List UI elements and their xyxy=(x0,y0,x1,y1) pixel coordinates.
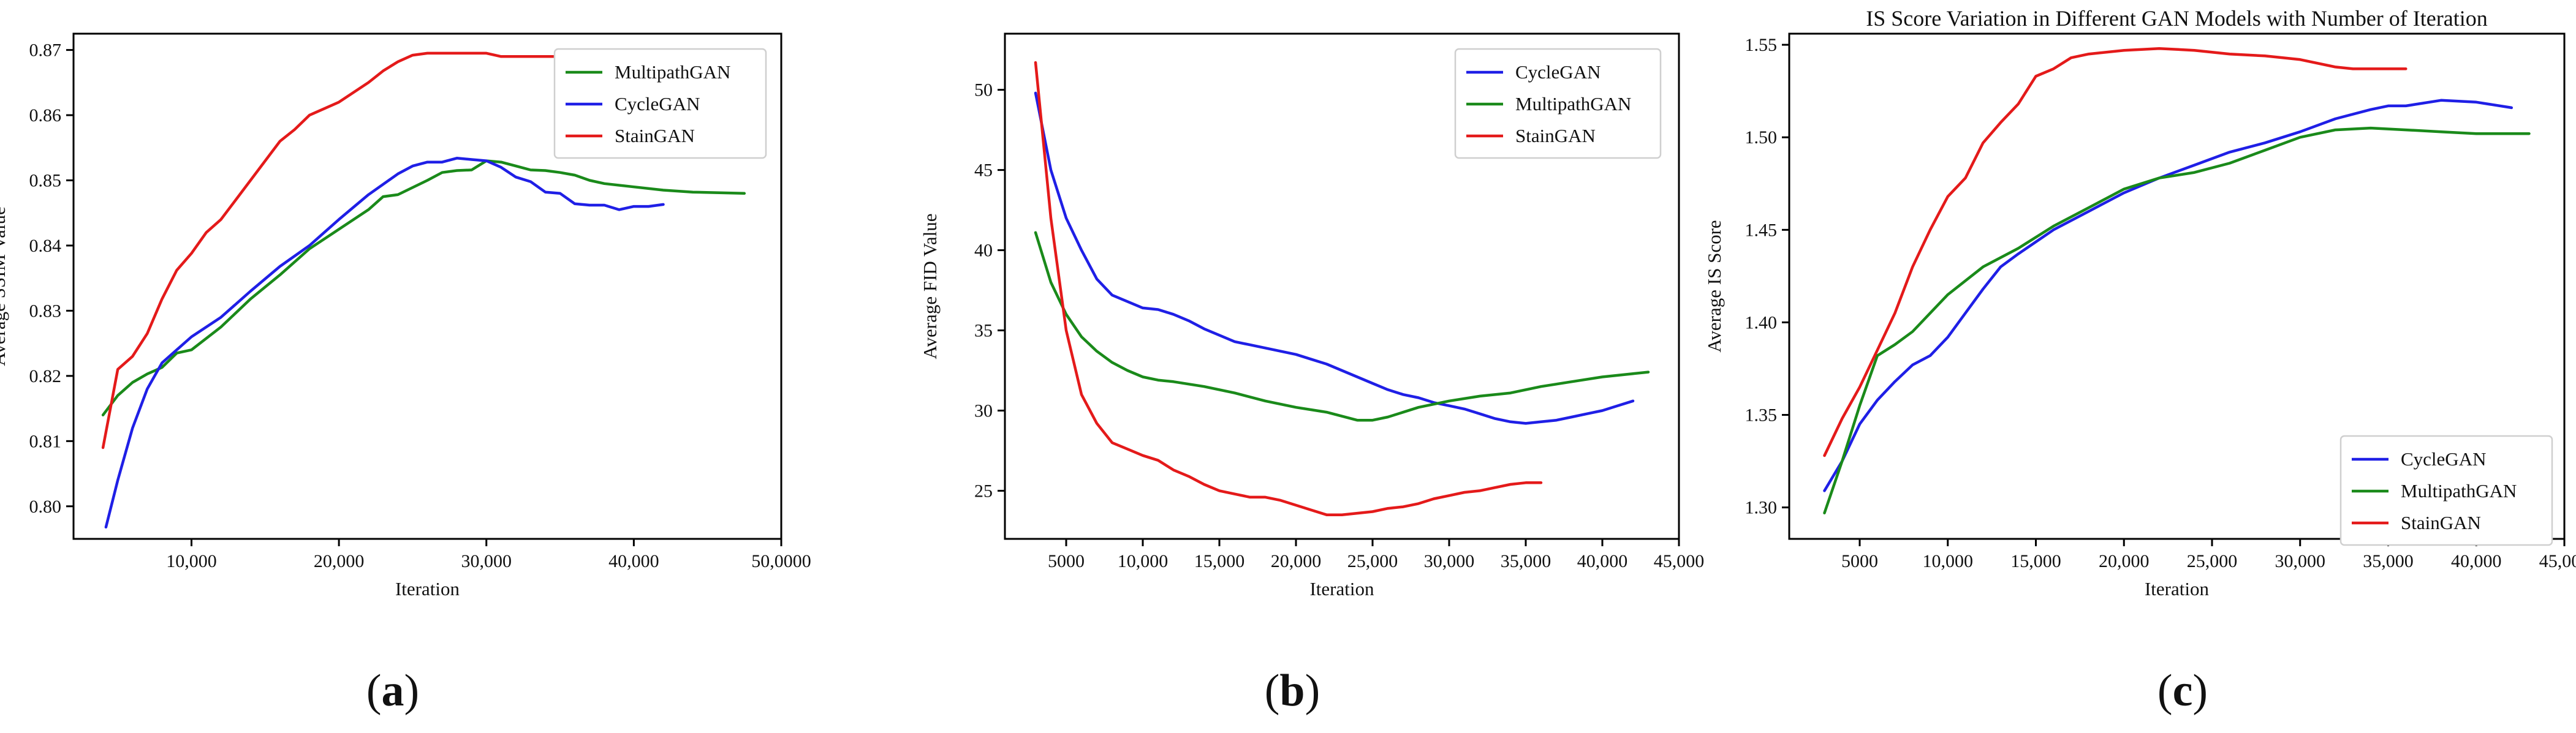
series-line-staingan xyxy=(101,51,591,449)
panel-label: (c) xyxy=(2157,666,2208,716)
y-tick-label: 50 xyxy=(974,80,993,100)
series-line-staingan xyxy=(1034,61,1543,516)
y-tick-label: 30 xyxy=(974,400,993,421)
x-tick-label: 10,000 xyxy=(166,551,217,571)
chart-title: IS Score Variation in Different GAN Mode… xyxy=(1866,6,2487,31)
legend-entry: CycleGAN xyxy=(615,93,700,115)
y-tick-label: 0.86 xyxy=(29,105,62,126)
legend: CycleGAN MultipathGAN StainGAN xyxy=(1454,48,1662,159)
x-tick-label: 40,000 xyxy=(1577,551,1628,571)
x-tick-label: 40,000 xyxy=(2451,551,2502,571)
legend-entry: StainGAN xyxy=(615,125,695,146)
x-tick-label: 20,000 xyxy=(314,551,365,571)
legend-entry: MultipathGAN xyxy=(615,61,730,83)
legend-entry: StainGAN xyxy=(2401,512,2481,533)
legend: CycleGAN MultipathGAN StainGAN xyxy=(2339,435,2553,546)
x-tick-label: 45,000 xyxy=(1654,551,1705,571)
x-tick-label: 10,000 xyxy=(1118,551,1169,571)
series-line-multipathgan xyxy=(1823,126,2531,514)
legend-entry: CycleGAN xyxy=(1515,61,1601,83)
legend-entry: CycleGAN xyxy=(2401,448,2486,470)
y-tick-label: 1.35 xyxy=(1745,405,1778,426)
x-tick-label: 25,000 xyxy=(1347,551,1398,571)
y-tick-label: 25 xyxy=(974,481,993,501)
x-tick-label: 30,000 xyxy=(2275,551,2326,571)
series-line-cyclegan xyxy=(1034,91,1635,425)
series-line-multipathgan xyxy=(101,159,746,416)
y-tick-label: 0.81 xyxy=(29,431,62,451)
y-tick-label: 40 xyxy=(974,241,993,261)
y-axis-title: Average FID Value xyxy=(919,213,941,359)
x-axis-title: Iteration xyxy=(1309,578,1374,600)
panel-label: (b) xyxy=(1265,666,1320,716)
x-tick-label: 40,000 xyxy=(608,551,659,571)
x-tick-label: 5000 xyxy=(1841,551,1878,571)
legend-entry: MultipathGAN xyxy=(1515,93,1631,115)
y-tick-label: 1.45 xyxy=(1745,220,1778,240)
legend-entry: MultipathGAN xyxy=(2401,480,2517,502)
y-axis-title: Average IS Score xyxy=(1703,220,1725,352)
series-line-multipathgan xyxy=(1034,231,1650,422)
y-tick-label: 0.84 xyxy=(29,236,62,256)
y-tick-label: 0.80 xyxy=(29,497,62,517)
series-line-cyclegan xyxy=(1823,99,2513,492)
plot-frame xyxy=(1788,32,2566,540)
y-axis-title: Average SSIM Value xyxy=(0,206,9,366)
y-tick-label: 0.82 xyxy=(29,366,62,386)
y-tick-label: 1.40 xyxy=(1745,312,1778,333)
chart-panel-a: 10,000 20,000 30,000 40,000 50,0000 0.80 0.81 0… xyxy=(0,32,811,716)
legend-box xyxy=(1454,48,1662,159)
legend-entry: StainGAN xyxy=(1515,125,1596,146)
x-tick-label: 5000 xyxy=(1048,551,1085,571)
legend-box xyxy=(553,48,767,159)
y-tick-label: 1.30 xyxy=(1745,498,1778,518)
series-line-staingan xyxy=(1823,47,2407,457)
y-tick-label: 1.55 xyxy=(1745,35,1778,55)
plot-frame xyxy=(72,32,782,540)
x-tick-label: 35,000 xyxy=(1501,551,1551,571)
chart-panel-b: 5000 10,000 15,000 20,000 25,000 30,000 35,000… xyxy=(919,32,1705,716)
y-tick-label: 0.87 xyxy=(29,40,62,61)
series-line-cyclegan xyxy=(104,157,665,529)
x-tick-label: 15,000 xyxy=(1194,551,1245,571)
y-tick-label: 0.85 xyxy=(29,171,62,191)
legend: MultipathGAN CycleGAN StainGAN xyxy=(553,48,767,159)
x-tick-label: 30,000 xyxy=(461,551,512,571)
legend-box xyxy=(2339,435,2553,546)
x-tick-label: 10,000 xyxy=(1923,551,1974,571)
x-tick-label: 25,000 xyxy=(2187,551,2238,571)
y-tick-label: 35 xyxy=(974,321,993,341)
chart-panel-c: 5000 10,000 15,000 20,000 25,000 30,000 35,000… xyxy=(1703,6,2576,716)
x-tick-label: 15,000 xyxy=(2010,551,2061,571)
plot-frame xyxy=(1004,32,1680,540)
panel-label: (a) xyxy=(366,666,419,716)
x-tick-label: 50,0000 xyxy=(751,551,811,571)
x-tick-label: 20,000 xyxy=(1271,551,1322,571)
x-tick-label: 20,000 xyxy=(2099,551,2150,571)
x-tick-label: 30,000 xyxy=(1424,551,1475,571)
y-tick-label: 1.50 xyxy=(1745,127,1778,148)
x-tick-label: 45,000 xyxy=(2539,551,2576,571)
y-tick-label: 0.83 xyxy=(29,301,62,321)
x-tick-label: 35,000 xyxy=(2363,551,2414,571)
y-tick-label: 45 xyxy=(974,160,993,181)
x-axis-title: Iteration xyxy=(2145,578,2210,600)
x-axis-title: Iteration xyxy=(395,578,460,600)
